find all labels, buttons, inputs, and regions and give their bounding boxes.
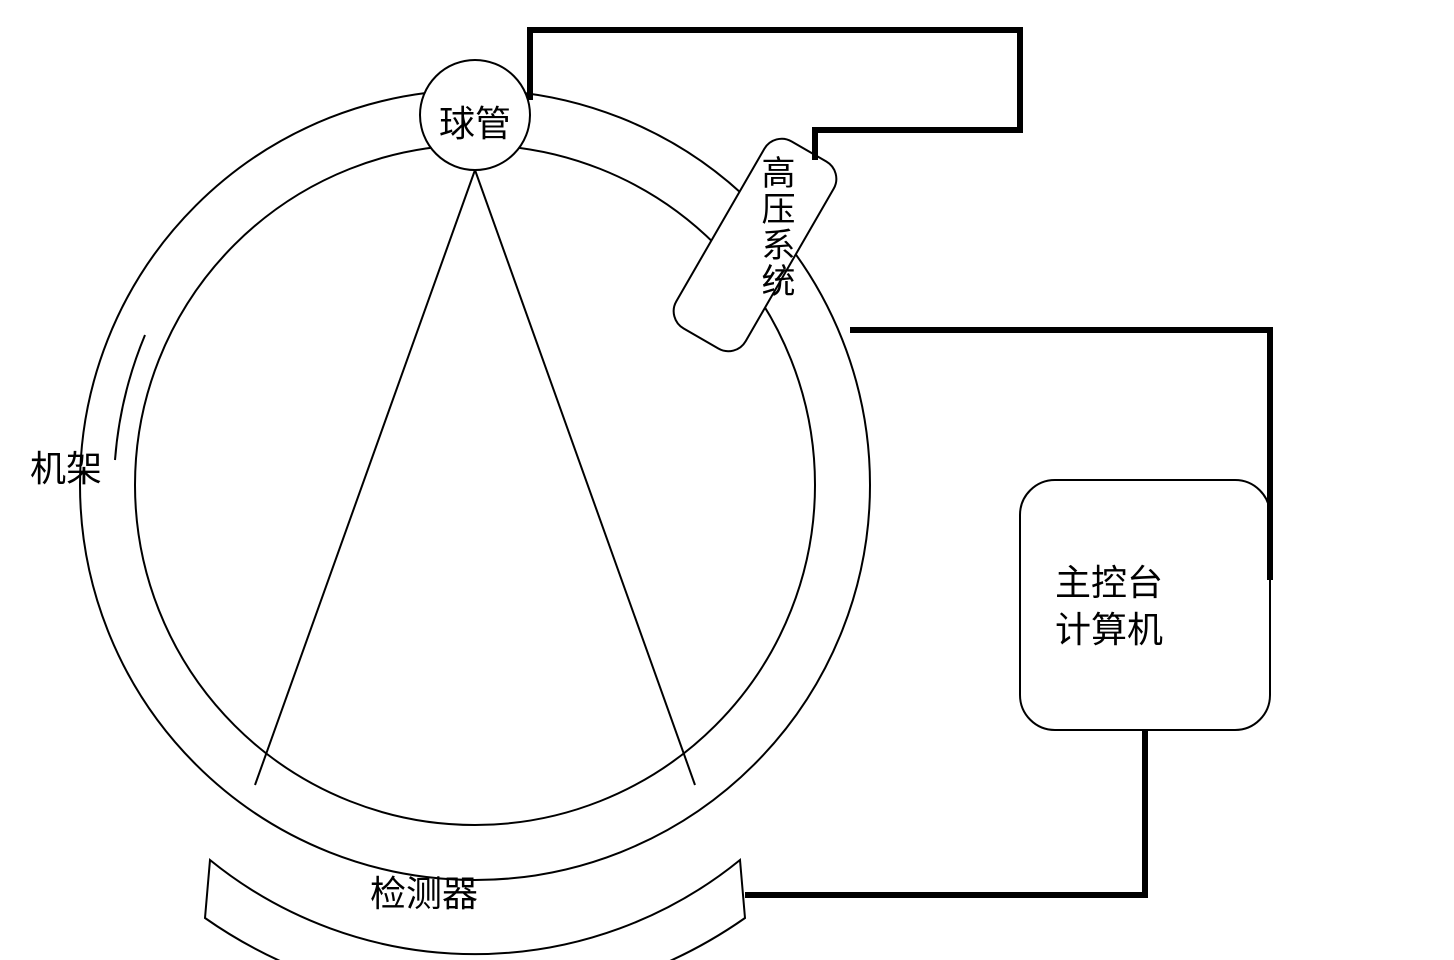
gantry-label: 机架 <box>30 440 102 492</box>
beam-line-right <box>475 170 695 785</box>
ct-system-diagram: 机架 球管 高压系统 检测器 主控台 计算机 <box>0 0 1454 960</box>
beam-line-left <box>255 170 475 785</box>
gantry-pointer <box>115 335 145 460</box>
diagram-svg <box>0 0 1454 960</box>
detector-label: 检测器 <box>370 865 478 917</box>
console-label: 主控台 计算机 <box>1055 560 1163 654</box>
console-label-line1: 主控台 <box>1055 563 1163 603</box>
hv-system-label: 高压系统 <box>750 155 799 299</box>
connection-detector-console <box>745 730 1145 895</box>
console-label-line2: 计算机 <box>1055 610 1163 650</box>
tube-label: 球管 <box>439 95 511 147</box>
